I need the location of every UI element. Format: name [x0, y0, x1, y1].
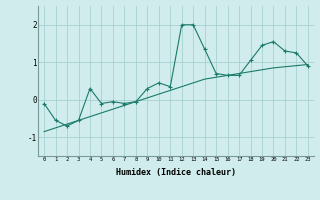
X-axis label: Humidex (Indice chaleur): Humidex (Indice chaleur)	[116, 168, 236, 177]
